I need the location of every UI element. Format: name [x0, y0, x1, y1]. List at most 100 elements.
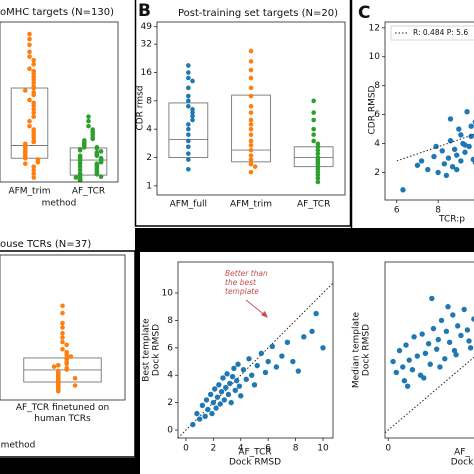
axes-frame [384, 21, 474, 201]
annotation: Better than [225, 269, 268, 278]
y-axis-label: Dock RMSD [362, 324, 372, 376]
point [284, 339, 291, 346]
y-axis-label: CDR RMSD [368, 85, 378, 134]
point [190, 113, 195, 119]
point [400, 364, 406, 370]
y-tick-label: 6 [374, 110, 380, 120]
point [262, 369, 269, 376]
point [207, 391, 214, 398]
point [418, 158, 425, 164]
x-tick-label: AFM_full [170, 200, 207, 210]
panel-label: B [138, 1, 151, 21]
point [246, 356, 252, 362]
point [186, 122, 191, 127]
plot-area [385, 295, 474, 434]
point [68, 354, 74, 359]
point [404, 383, 411, 389]
point [411, 334, 417, 340]
point [60, 320, 65, 326]
y-tick-label: 4 [167, 371, 173, 381]
point [248, 117, 254, 123]
point [414, 353, 421, 359]
point [31, 139, 36, 145]
point [77, 167, 83, 173]
panel-border [0, 250, 136, 458]
point [462, 149, 468, 155]
point [248, 103, 254, 109]
point [419, 331, 425, 337]
point [94, 146, 100, 151]
point [439, 148, 445, 154]
point [60, 325, 65, 330]
y-axis-label: CDR rmsd [136, 85, 146, 130]
plot-area [23, 303, 102, 394]
trend-line [396, 133, 474, 162]
point [90, 136, 95, 142]
point [31, 61, 36, 67]
point [315, 151, 321, 156]
axes-frame [384, 261, 474, 439]
point [238, 393, 244, 399]
y-tick-label: 1 [146, 181, 152, 191]
y-tick-label: 0 [167, 426, 173, 436]
diagonal [178, 282, 333, 438]
point [31, 175, 36, 180]
point [464, 327, 471, 333]
point [31, 77, 36, 82]
point [27, 118, 32, 124]
point [248, 93, 254, 99]
point [240, 367, 247, 373]
point [311, 126, 316, 132]
y-tick-label: 2 [167, 398, 173, 408]
point [186, 93, 191, 99]
point [400, 187, 406, 193]
point [229, 373, 236, 380]
point [236, 383, 243, 389]
point [248, 67, 254, 73]
point [98, 174, 104, 180]
point [315, 147, 321, 153]
point [409, 367, 416, 373]
box [69, 147, 108, 176]
point [186, 75, 191, 81]
point [251, 382, 258, 388]
point [458, 332, 464, 339]
point [222, 384, 229, 391]
legend-box [390, 25, 474, 41]
point [64, 342, 69, 348]
point [454, 166, 460, 173]
point [248, 161, 254, 167]
point [248, 59, 254, 64]
point [186, 126, 191, 132]
point [64, 361, 69, 367]
point [27, 36, 32, 42]
box [10, 87, 49, 159]
point [438, 317, 445, 324]
point [196, 416, 203, 422]
point [64, 367, 69, 372]
point [248, 147, 254, 153]
point [186, 98, 191, 104]
point [77, 178, 83, 182]
point [232, 387, 238, 393]
x-tick-label: 4 [238, 444, 244, 454]
point [27, 49, 32, 55]
point [454, 323, 461, 329]
point [199, 402, 206, 409]
point [279, 353, 285, 359]
y-tick-label: 16 [141, 68, 153, 78]
point [73, 175, 79, 180]
point [447, 116, 454, 122]
point [467, 345, 474, 351]
point [94, 153, 100, 159]
point [443, 328, 450, 335]
point [443, 172, 450, 179]
point [77, 147, 83, 153]
point [214, 394, 221, 400]
x-tick-label: 2 [210, 444, 216, 454]
black-band [135, 228, 474, 252]
point [248, 138, 254, 144]
point [442, 356, 448, 362]
